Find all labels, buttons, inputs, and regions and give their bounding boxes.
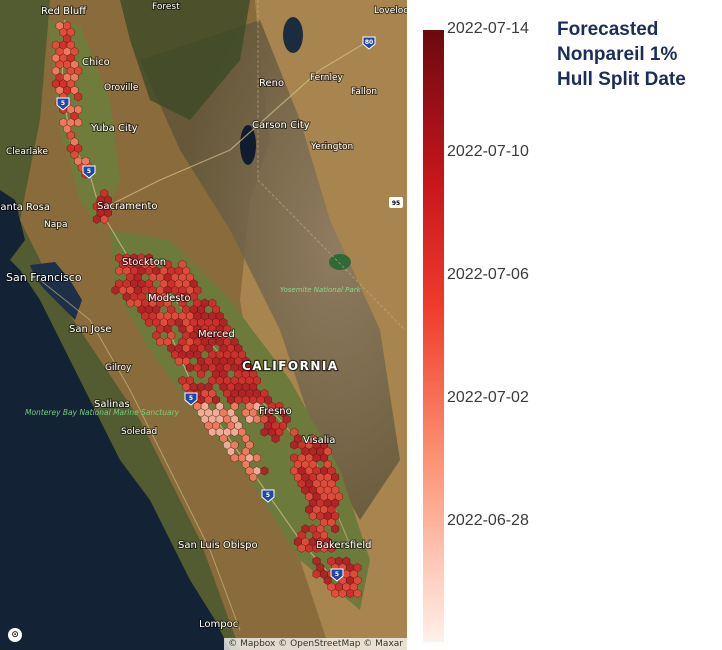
label-san-francisco: San Francisco bbox=[6, 271, 82, 284]
label-red-bluff: Red Bluff bbox=[41, 6, 87, 17]
label-lompoc: Lompoc bbox=[199, 619, 238, 630]
label-sacramento: Sacramento bbox=[97, 201, 157, 212]
shield-i5-central: 5 bbox=[184, 392, 198, 406]
northern-forest bbox=[120, 0, 250, 120]
legend-tick-3: 2022-07-02 bbox=[447, 389, 529, 406]
label-gilroy: Gilroy bbox=[105, 363, 132, 373]
svg-text:5: 5 bbox=[61, 100, 65, 107]
ocean-north bbox=[0, 190, 25, 260]
svg-text:5: 5 bbox=[266, 492, 270, 499]
sacramento-valley bbox=[48, 20, 120, 230]
legend-colorbar bbox=[423, 30, 444, 642]
label-fresno: Fresno bbox=[259, 406, 292, 417]
shield-us95: 95 bbox=[389, 197, 403, 208]
label-forest: Forest bbox=[152, 2, 180, 12]
san-joaquin-valley bbox=[110, 230, 370, 610]
label-yerington: Yerington bbox=[310, 142, 353, 152]
label-bakersfield: Bakersfield bbox=[316, 540, 371, 551]
label-san-luis-obispo: San Luis Obispo bbox=[178, 540, 258, 551]
forecast-hex[interactable] bbox=[312, 569, 321, 579]
legend-tick-4: 2022-06-28 bbox=[447, 512, 529, 529]
pyramid-lake bbox=[283, 17, 303, 53]
forecast-hex[interactable] bbox=[327, 543, 336, 553]
legend-title-line-3: Hull Split Date bbox=[557, 69, 686, 90]
legend-tick-1: 2022-07-10 bbox=[447, 143, 529, 160]
shield-i5-north: 5 bbox=[56, 97, 70, 111]
legend-title: Forecasted Nonpareil 1% Hull Split Date bbox=[557, 17, 717, 92]
label-santa-rosa: Santa Rosa bbox=[0, 202, 50, 213]
label-oroville: Oroville bbox=[104, 83, 139, 93]
forecast-hex[interactable] bbox=[331, 524, 340, 534]
highway-101 bbox=[39, 279, 241, 631]
satellite-map[interactable]: 80 5 5 95 5 5 5 Red Bluff Forest Loveloc… bbox=[0, 0, 407, 650]
label-napa: Napa bbox=[44, 220, 67, 230]
svg-text:95: 95 bbox=[392, 200, 400, 207]
state-border bbox=[257, 0, 406, 331]
label-marine-sanctuary: Monterey Bay National Marine Sanctuary bbox=[25, 408, 180, 417]
label-soledad: Soledad bbox=[121, 427, 157, 437]
forecast-hex[interactable] bbox=[249, 472, 258, 482]
shield-i5-south: 5 bbox=[261, 489, 275, 503]
label-yuba-city: Yuba City bbox=[90, 123, 138, 134]
label-yosemite: Yosemite National Park bbox=[280, 286, 362, 294]
city-labels: Red Bluff Forest Lovelock Chico Oroville… bbox=[0, 1, 407, 631]
forecast-hex[interactable] bbox=[353, 588, 362, 598]
svg-text:5: 5 bbox=[335, 571, 339, 578]
label-stockton: Stockton bbox=[122, 257, 166, 268]
label-clearlake: Clearlake bbox=[6, 147, 48, 157]
legend-tick-2: 2022-07-06 bbox=[447, 266, 529, 283]
label-carson-city: Carson City bbox=[252, 120, 310, 131]
sierra-mountains bbox=[140, 20, 400, 520]
forecast-hex[interactable] bbox=[197, 369, 206, 379]
svg-text:80: 80 bbox=[365, 39, 373, 46]
shield-i5-sac: 5 bbox=[82, 165, 96, 179]
svg-text:5: 5 bbox=[189, 395, 193, 402]
label-san-jose: San Jose bbox=[69, 324, 111, 335]
forecast-hex[interactable] bbox=[74, 117, 83, 128]
pacific-ocean bbox=[0, 250, 230, 650]
shield-i80: 80 bbox=[362, 36, 376, 50]
forecast-hex[interactable] bbox=[271, 434, 280, 444]
label-visalia: Visalia bbox=[303, 435, 335, 446]
forecast-hex[interactable] bbox=[252, 453, 261, 463]
interstate-80 bbox=[99, 39, 371, 211]
label-chico: Chico bbox=[82, 57, 110, 68]
label-fallon: Fallon bbox=[351, 87, 377, 97]
label-salinas: Salinas bbox=[94, 399, 130, 410]
label-fernley: Fernley bbox=[310, 73, 344, 83]
shield-i5-bakersfield: 5 bbox=[330, 568, 344, 582]
label-california: CALIFORNIA bbox=[242, 359, 339, 373]
map-attribution[interactable]: © Mapbox © OpenStreetMap © Maxar bbox=[224, 638, 407, 650]
sf-bay bbox=[30, 262, 82, 320]
label-lovelock: Lovelock bbox=[374, 6, 407, 16]
label-modesto: Modesto bbox=[148, 293, 191, 304]
highway-shields: 80 5 5 95 5 5 5 bbox=[56, 36, 403, 582]
lake-tahoe bbox=[240, 125, 256, 165]
legend-title-line-1: Forecasted bbox=[557, 19, 659, 40]
forecast-hex[interactable] bbox=[74, 92, 83, 102]
map-canvas: 80 5 5 95 5 5 5 Red Bluff Forest Loveloc… bbox=[0, 0, 407, 650]
legend-tick-0: 2022-07-14 bbox=[447, 20, 529, 37]
mono-lake bbox=[329, 254, 351, 270]
mapbox-logo[interactable]: ⊙ bbox=[8, 628, 22, 642]
forecast-hex[interactable] bbox=[100, 214, 109, 224]
label-merced: Merced bbox=[198, 329, 235, 340]
label-reno: Reno bbox=[259, 78, 284, 89]
legend-title-line-2: Nonpareil 1% bbox=[557, 44, 678, 65]
forecast-hex[interactable] bbox=[260, 466, 269, 476]
svg-text:5: 5 bbox=[87, 168, 91, 175]
